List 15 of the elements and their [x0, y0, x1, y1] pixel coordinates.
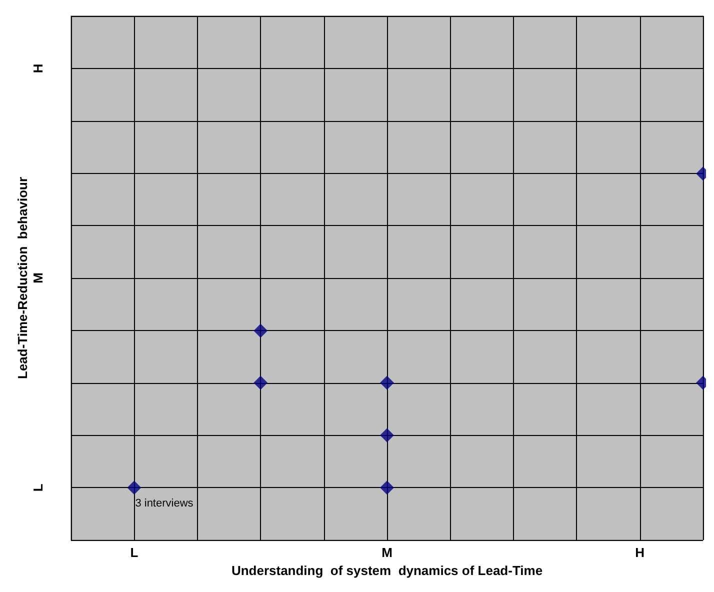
x-tick-label: L	[130, 545, 138, 560]
text: L	[30, 484, 46, 492]
point	[380, 480, 394, 495]
y-axis-title: Lead-Time-Reduction behaviour	[15, 176, 30, 380]
point	[127, 480, 142, 495]
text: M	[30, 272, 46, 284]
x-tick-label: H	[635, 545, 644, 560]
point	[254, 324, 268, 338]
point	[380, 376, 394, 390]
point	[380, 428, 394, 442]
x-axis-title: Understanding of system dynamics of Lead-Time	[231, 562, 543, 578]
x-tick-label: M	[382, 545, 392, 560]
text: H	[30, 64, 46, 74]
point	[254, 376, 268, 390]
annotation: 3 interviews	[135, 498, 194, 510]
